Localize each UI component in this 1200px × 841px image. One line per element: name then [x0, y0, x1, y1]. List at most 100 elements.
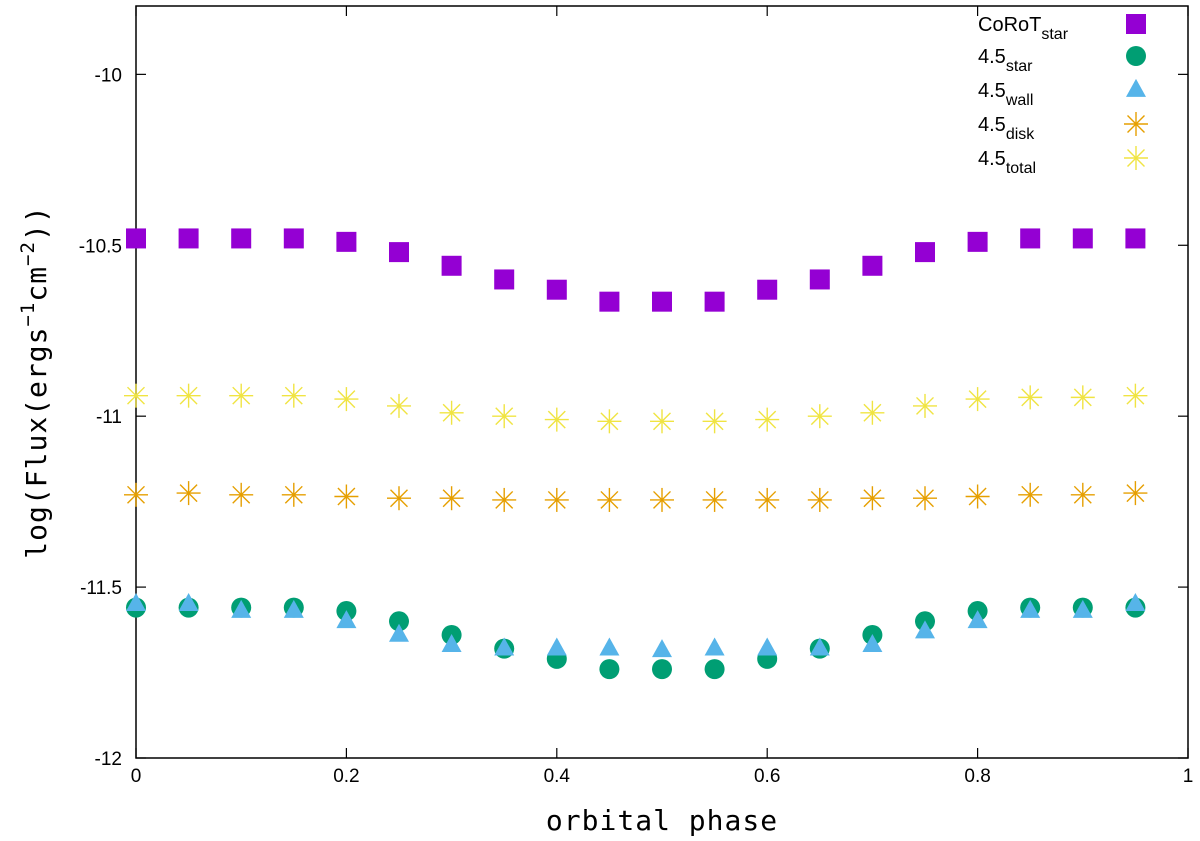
- data-point: [336, 232, 356, 252]
- data-point: [597, 488, 621, 512]
- data-point: [862, 256, 882, 276]
- data-point: [284, 228, 304, 248]
- legend-item: CoRoTstar: [978, 14, 1146, 43]
- y-tick-label: -11.5: [80, 578, 122, 599]
- chart: 0 0.2 0.4 0.6 0.8 1 -12-11.5-11-10.5-10 CoRoT…: [0, 0, 1200, 841]
- y-tick-label: -10.5: [79, 236, 122, 257]
- x-tick-label: 0.4: [544, 766, 571, 787]
- data-point: [492, 404, 516, 428]
- data-point: [913, 394, 937, 418]
- data-point: [1071, 385, 1095, 409]
- data-point: [599, 659, 619, 679]
- data-point: [860, 401, 884, 425]
- data-point: [808, 404, 832, 428]
- data-point: [599, 292, 619, 312]
- data-point: [597, 409, 621, 433]
- data-point: [703, 409, 727, 433]
- data-point: [652, 292, 672, 312]
- data-point: [705, 637, 725, 655]
- data-point: [966, 485, 990, 509]
- data-point: [757, 280, 777, 300]
- data-point: [442, 256, 462, 276]
- series-4-5-star: [126, 598, 1145, 680]
- data-point: [1020, 228, 1040, 248]
- data-point: [755, 488, 779, 512]
- legend-label: 4.5wall: [978, 80, 1033, 109]
- data-point: [650, 488, 674, 512]
- x-tick-label: 0: [131, 766, 142, 787]
- data-point: [494, 269, 514, 289]
- series-4-5-total: [124, 384, 1147, 434]
- data-point: [177, 384, 201, 408]
- data-point: [860, 486, 884, 510]
- legend-item: 4.5total: [978, 146, 1148, 177]
- legend-marker: [1124, 112, 1148, 136]
- data-point: [1073, 228, 1093, 248]
- data-point: [755, 408, 779, 432]
- data-point: [1071, 483, 1095, 507]
- data-point: [545, 488, 569, 512]
- y-axis-title-prefix: log(Flux(ergs: [20, 327, 53, 559]
- data-point: [966, 387, 990, 411]
- legend-label: 4.5disk: [978, 114, 1035, 143]
- data-point: [650, 409, 674, 433]
- data-point: [913, 486, 937, 510]
- data-point: [282, 384, 306, 408]
- data-point: [1018, 385, 1042, 409]
- data-point: [231, 228, 251, 248]
- data-point: [810, 269, 830, 289]
- legend-marker: [1126, 79, 1146, 97]
- data-point: [652, 639, 672, 657]
- x-axis-title: orbital phase: [546, 804, 778, 837]
- data-point: [915, 242, 935, 262]
- y-axis-title-sup2: −2: [17, 241, 39, 266]
- legend-label: 4.5total: [978, 148, 1036, 177]
- legend-label: 4.5star: [978, 46, 1033, 75]
- x-tick-label: 0.8: [964, 766, 990, 787]
- x-tick-label: 0.2: [333, 766, 359, 787]
- data-point: [1123, 384, 1147, 408]
- legend-label: CoRoTstar: [978, 14, 1069, 43]
- data-point: [124, 483, 148, 507]
- legend-item: 4.5disk: [978, 112, 1148, 143]
- data-point: [705, 659, 725, 679]
- data-point: [1018, 483, 1042, 507]
- legend-item: 4.5wall: [978, 79, 1146, 109]
- data-point: [757, 637, 777, 655]
- legend-marker: [1126, 46, 1146, 66]
- data-point: [334, 387, 358, 411]
- data-point: [545, 408, 569, 432]
- series-4-5-disk: [124, 481, 1147, 512]
- data-point: [229, 483, 253, 507]
- x-tick-label: 1: [1183, 766, 1194, 787]
- data-point: [334, 485, 358, 509]
- y-tick-label: -12: [95, 749, 122, 770]
- data-point: [703, 488, 727, 512]
- x-tick-label: 0.6: [754, 766, 780, 787]
- series-4-5-wall: [126, 593, 1145, 657]
- data-point: [547, 280, 567, 300]
- data-point: [492, 488, 516, 512]
- data-point: [1125, 228, 1145, 248]
- legend: CoRoTstar 4.5star 4.5wall 4.5disk 4.5total: [978, 14, 1148, 177]
- data-point: [229, 384, 253, 408]
- data-point: [808, 488, 832, 512]
- y-axis-title-mid: cm: [20, 266, 53, 302]
- data-point: [547, 637, 567, 655]
- data-point: [177, 481, 201, 505]
- data-point: [440, 486, 464, 510]
- data-point: [1123, 481, 1147, 505]
- legend-marker: [1126, 14, 1146, 34]
- data-point: [705, 292, 725, 312]
- data-points: [124, 228, 1147, 679]
- data-point: [282, 483, 306, 507]
- y-tick-label: -11: [96, 407, 122, 428]
- data-point: [389, 242, 409, 262]
- data-point: [124, 384, 148, 408]
- series-corot-star: [126, 228, 1145, 311]
- y-axis-title-sup1: −1: [17, 302, 39, 327]
- data-point: [179, 228, 199, 248]
- data-point: [652, 659, 672, 679]
- data-point: [599, 637, 619, 655]
- data-point: [387, 486, 411, 510]
